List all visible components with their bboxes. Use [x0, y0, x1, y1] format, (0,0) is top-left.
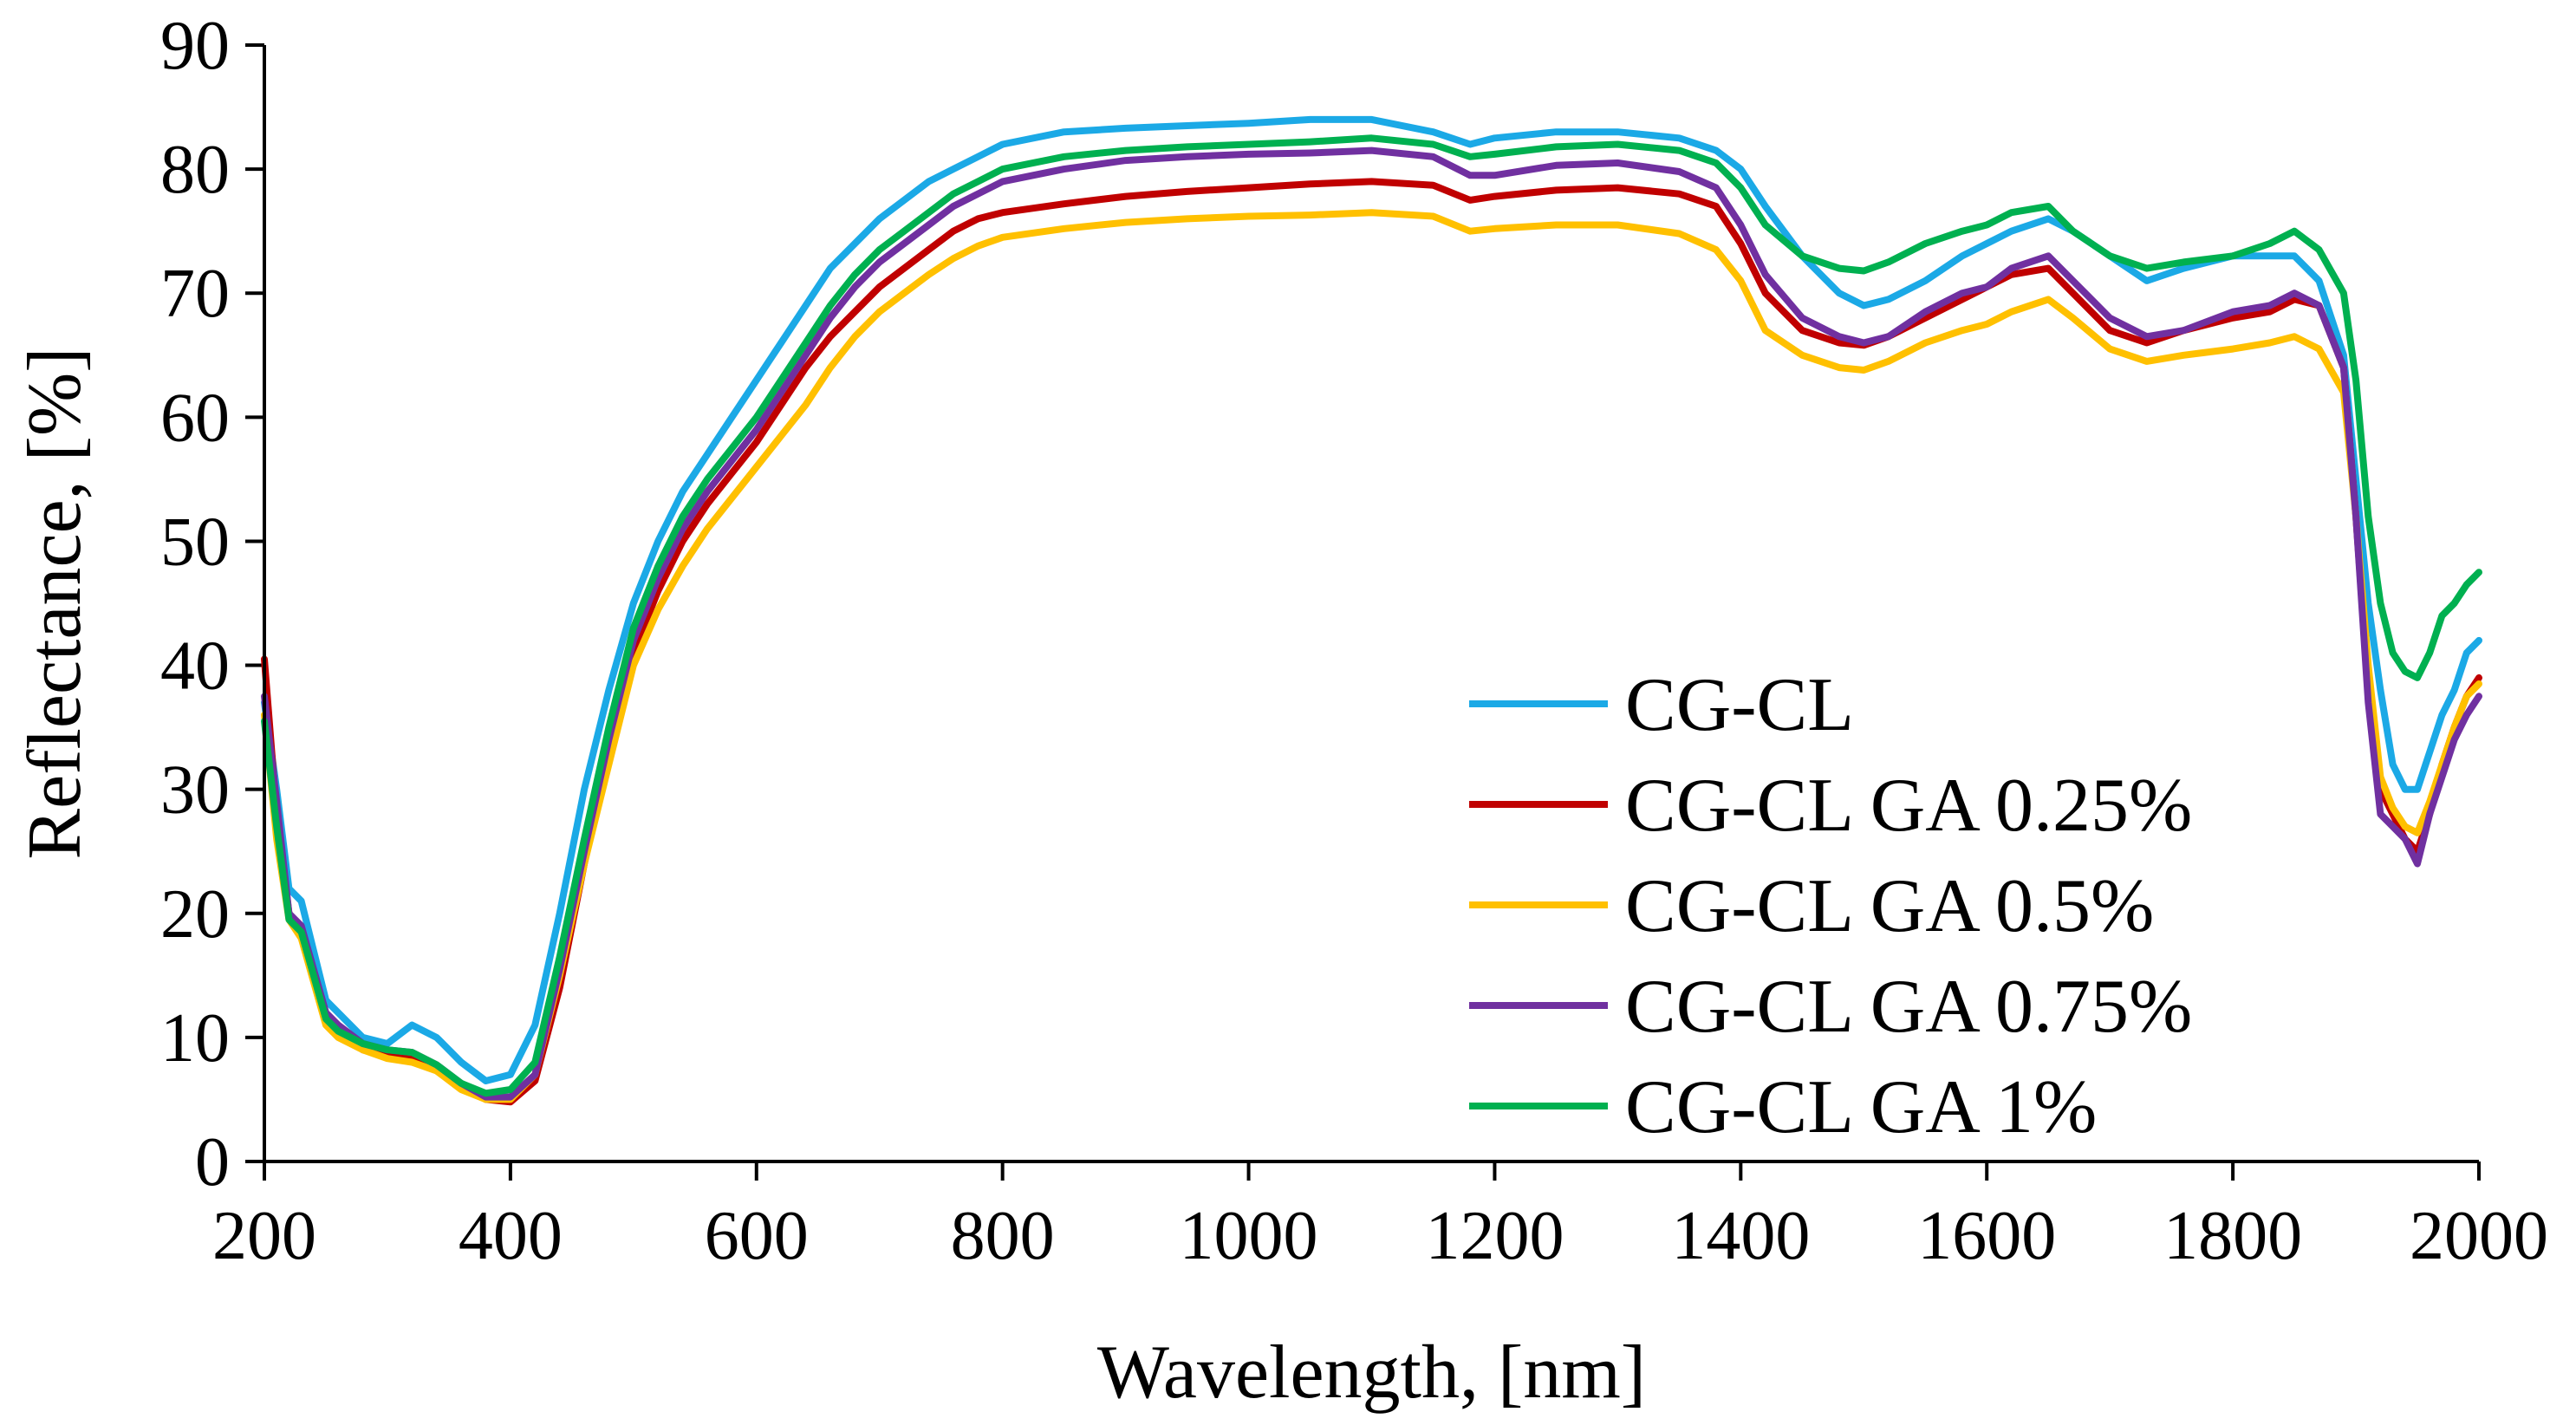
y-axis-title: Reflectance, [%] — [13, 347, 97, 859]
x-tick-label: 1200 — [1425, 1198, 1564, 1274]
y-tick-label: 20 — [160, 876, 230, 953]
x-tick-label: 600 — [705, 1198, 809, 1274]
x-tick-label: 400 — [459, 1198, 563, 1274]
legend-label: CG-CL GA 0.25% — [1625, 764, 2192, 848]
x-tick-label: 200 — [212, 1198, 316, 1274]
y-tick-label: 60 — [160, 380, 230, 456]
series-layer — [261, 115, 2482, 1106]
legend-label: CG-CL GA 1% — [1625, 1065, 2097, 1149]
legend-label: CG-CL — [1625, 663, 1854, 747]
y-tick-label: 70 — [160, 256, 230, 332]
x-tick-label: 1600 — [1917, 1198, 2056, 1274]
y-tick-label: 30 — [160, 752, 230, 829]
legend: CG-CL CG-CL GA 0.25% CG-CL GA 0.5% CG-CL GA… — [1469, 663, 2192, 1149]
series-line-4 — [261, 134, 2482, 1097]
legend-label: CG-CL GA 0.5% — [1625, 864, 2154, 948]
x-tick-label: 1000 — [1180, 1198, 1318, 1274]
x-tick-label: 2000 — [2410, 1198, 2548, 1274]
y-tick-label: 40 — [160, 628, 230, 705]
series-line-1 — [261, 178, 2482, 1106]
y-tick-label: 50 — [160, 504, 230, 580]
y-tick-label: 0 — [195, 1124, 230, 1201]
y-tick-label: 10 — [160, 1000, 230, 1077]
y-tick-label: 90 — [160, 8, 230, 84]
x-tick-label: 1800 — [2163, 1198, 2302, 1274]
x-axis-ticks: 200 400 600 800 1000 1200 1400 1600 1800 2000 — [212, 1161, 2548, 1274]
series-line-3 — [261, 146, 2482, 1101]
y-tick-label: 80 — [160, 132, 230, 208]
series-line-0 — [261, 115, 2482, 1084]
x-tick-label: 1400 — [1671, 1198, 1810, 1274]
legend-label: CG-CL GA 0.75% — [1625, 965, 2192, 1049]
x-tick-label: 800 — [951, 1198, 1055, 1274]
x-axis-title: Wavelength, [nm] — [1097, 1331, 1646, 1415]
y-axis-ticks: 0 10 20 30 40 50 60 70 80 90 — [160, 8, 264, 1201]
